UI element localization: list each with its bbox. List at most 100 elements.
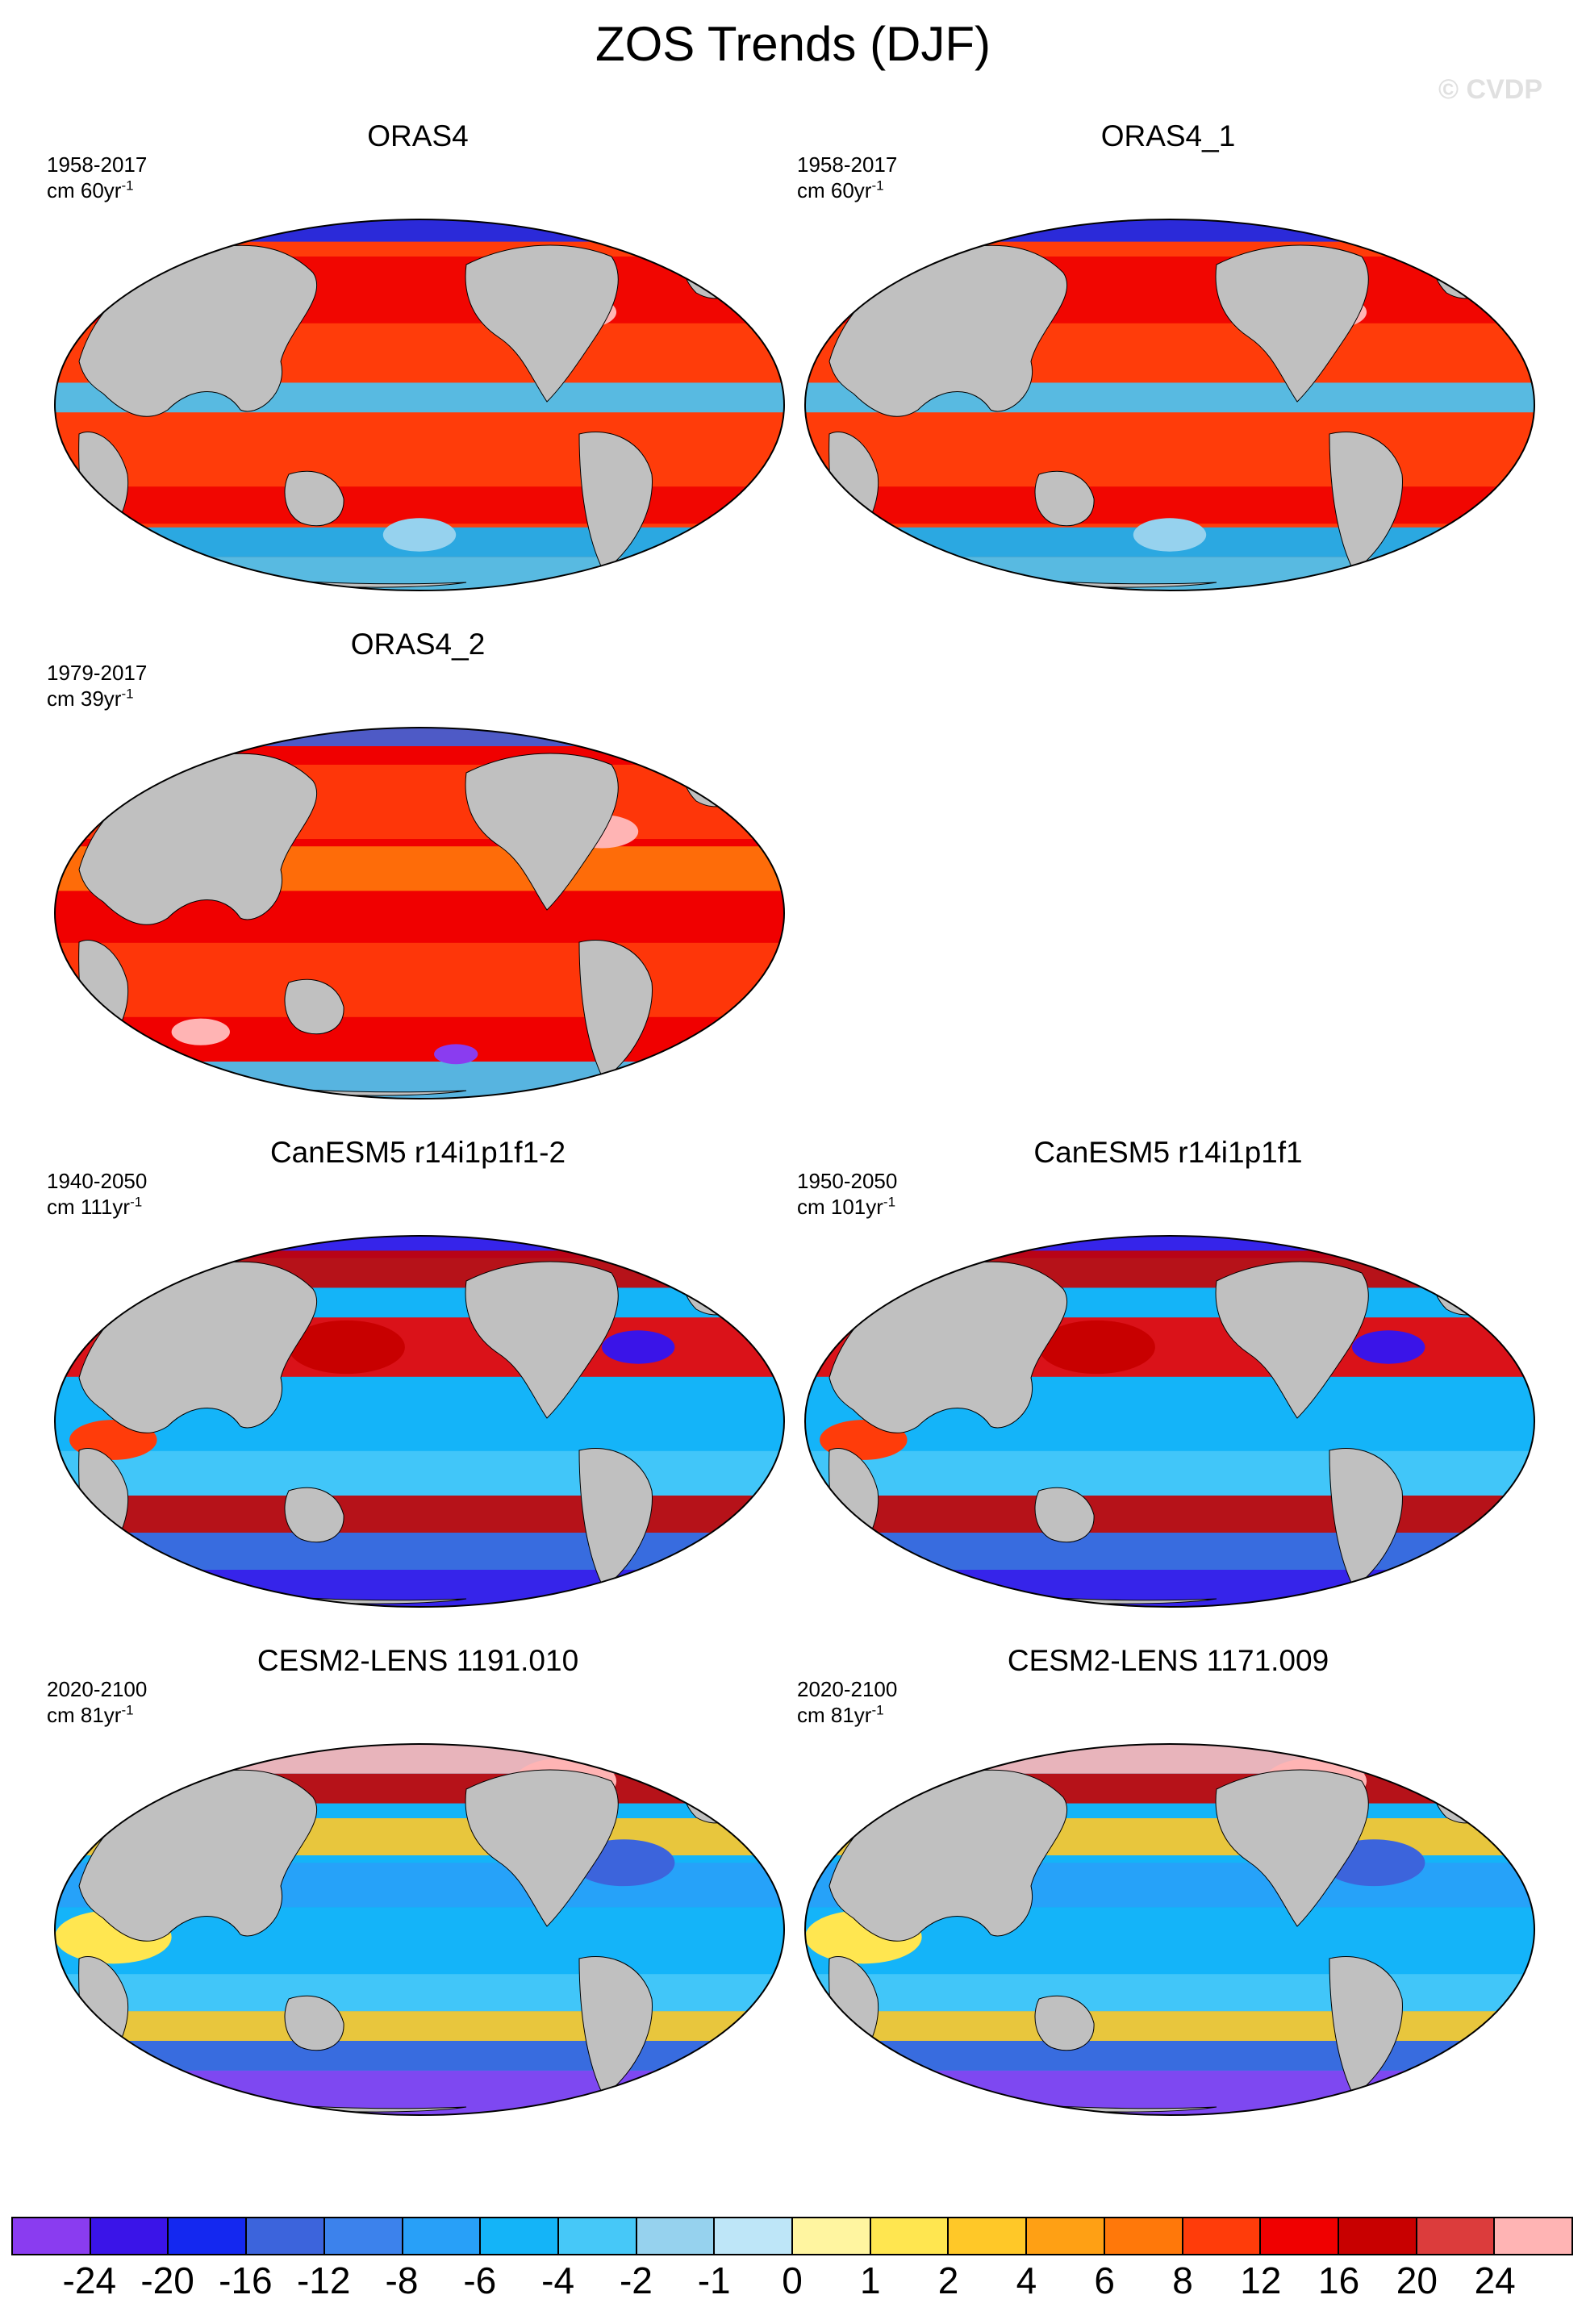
- colorbar-box: [169, 2218, 248, 2254]
- map-panel-cesm2-1171: CESM2-LENS 1171.009 2020-2100 cm 81yr-1: [797, 1644, 1539, 2128]
- ocean-field: [55, 1744, 784, 2115]
- land-mass: [1034, 1487, 1095, 1543]
- world-map: [54, 1235, 785, 1608]
- units-exponent: -1: [121, 177, 134, 194]
- watermark: © CVDP: [1438, 74, 1542, 105]
- colorbar-box: [1261, 2218, 1339, 2254]
- trend-patch: [434, 1044, 478, 1065]
- panel-units: cm 60yr-1: [797, 177, 897, 203]
- map-panel-oras4-2: ORAS4_2 1979-2017 cm 39yr-1: [47, 628, 789, 1112]
- ocean-field: [55, 728, 784, 1099]
- trend-band: [55, 1533, 784, 1570]
- panel-units: cm 111yr-1: [47, 1194, 147, 1220]
- trend-band: [55, 2011, 784, 2041]
- land-mass: [1034, 470, 1095, 527]
- colorbar-box: [949, 2218, 1028, 2254]
- colorbar-tick-label: -1: [697, 2259, 731, 2301]
- trend-patch: [171, 1018, 230, 1045]
- colorbar-tick-label: 6: [1094, 2259, 1115, 2301]
- trend-patch: [382, 518, 457, 552]
- panel-meta: 1958-2017 cm 60yr-1: [47, 152, 147, 203]
- colorbar-box: [715, 2218, 794, 2254]
- panel-period: 1940-2050: [47, 1169, 148, 1193]
- world-map: [804, 1743, 1535, 2116]
- trend-band: [55, 728, 784, 746]
- ocean-field: [55, 219, 784, 590]
- figure-title: ZOS Trends (DJF): [595, 17, 991, 71]
- trend-band: [55, 1450, 784, 1496]
- colorbar-box: [481, 2218, 559, 2254]
- land-mass: [284, 1487, 344, 1543]
- trend-band: [55, 1024, 784, 1062]
- world-map: [804, 219, 1535, 591]
- ocean-field: [55, 1236, 784, 1607]
- trend-patch: [1352, 1330, 1425, 1364]
- units-exponent: -1: [121, 686, 134, 702]
- panel-units: cm 101yr-1: [797, 1194, 897, 1220]
- colorbar-tick-label: 1: [860, 2259, 881, 2301]
- trend-band: [55, 1974, 784, 2012]
- colorbar-box: [247, 2218, 325, 2254]
- panel-units: cm 81yr-1: [797, 1702, 897, 1728]
- colorbar-box: [558, 2218, 637, 2254]
- colorbar-tick-label: 16: [1318, 2259, 1360, 2301]
- colorbar-box: [1183, 2218, 1262, 2254]
- colorbar-box: [13, 2218, 91, 2254]
- units-exponent: -1: [121, 1702, 134, 1718]
- map-panel-cesm2-1191: CESM2-LENS 1191.010 2020-2100 cm 81yr-1: [47, 1644, 789, 2128]
- map-panel-oras4: ORAS4 1958-2017 cm 60yr-1: [47, 119, 789, 603]
- colorbar-tick-label: -20: [140, 2259, 194, 2301]
- colorbar-box: [1495, 2218, 1572, 2254]
- land-mass: [284, 470, 344, 527]
- colorbar-box: [870, 2218, 950, 2254]
- colorbar-box: [1338, 2218, 1417, 2254]
- panel-meta: 1950-2050 cm 101yr-1: [797, 1168, 897, 1220]
- map-outline: [54, 1235, 785, 1608]
- colorbar-labels: -24 -20 -16 -12 -8 -6 -4 -2 -1 0 1 2 4 6 8 12 16 20 24: [0, 2259, 1586, 2307]
- land-mass: [465, 753, 619, 911]
- colorbar-box: [90, 2218, 169, 2254]
- panel-title: CESM2-LENS 1171.009: [1007, 1644, 1329, 1677]
- colorbar-tick-label: -6: [463, 2259, 497, 2301]
- land-mass: [284, 1995, 344, 2051]
- panel-meta: 1958-2017 cm 60yr-1: [797, 152, 897, 203]
- land-mass: [1215, 1769, 1369, 1927]
- panel-units: cm 60yr-1: [47, 177, 147, 203]
- colorbar-tick-label: 8: [1172, 2259, 1193, 2301]
- panel-period: 2020-2100: [47, 1677, 148, 1701]
- trend-band: [55, 1496, 784, 1533]
- trend-band: [55, 1744, 784, 1774]
- panel-units: cm 81yr-1: [47, 1702, 147, 1728]
- land-mass: [1329, 1447, 1403, 1588]
- units-text: cm 39yr: [47, 686, 122, 711]
- trend-band: [55, 219, 784, 242]
- units-text: cm 111yr: [47, 1195, 131, 1219]
- map-outline: [804, 219, 1535, 591]
- map-outline: [54, 727, 785, 1099]
- land-mass: [1329, 1955, 1403, 2097]
- colorbar-box: [636, 2218, 716, 2254]
- trend-band: [805, 1250, 1534, 1288]
- panel-title: ORAS4_1: [1100, 119, 1236, 152]
- land-mass: [578, 1955, 653, 2097]
- trend-patch: [1133, 518, 1207, 552]
- units-text: cm 81yr: [797, 1703, 872, 1727]
- colorbar-tick-label: -24: [62, 2259, 117, 2301]
- colorbar-box: [1104, 2218, 1183, 2254]
- trend-band: [55, 2041, 784, 2071]
- panel-title: ORAS4_2: [350, 628, 486, 661]
- panel-meta: 1979-2017 cm 39yr-1: [47, 660, 147, 711]
- colorbar-tick-label: -16: [219, 2259, 273, 2301]
- trend-band: [805, 1496, 1534, 1533]
- world-map: [804, 1235, 1535, 1608]
- trend-patch: [1038, 1320, 1155, 1375]
- units-text: cm 60yr: [797, 178, 872, 202]
- land-mass: [578, 431, 653, 572]
- map-outline: [804, 1235, 1535, 1608]
- trend-band: [805, 2011, 1534, 2041]
- trend-band: [805, 415, 1534, 483]
- world-map: [54, 727, 785, 1099]
- panel-meta: 1940-2050 cm 111yr-1: [47, 1168, 147, 1220]
- land-mass: [1034, 1995, 1095, 2051]
- land-mass: [1215, 244, 1369, 403]
